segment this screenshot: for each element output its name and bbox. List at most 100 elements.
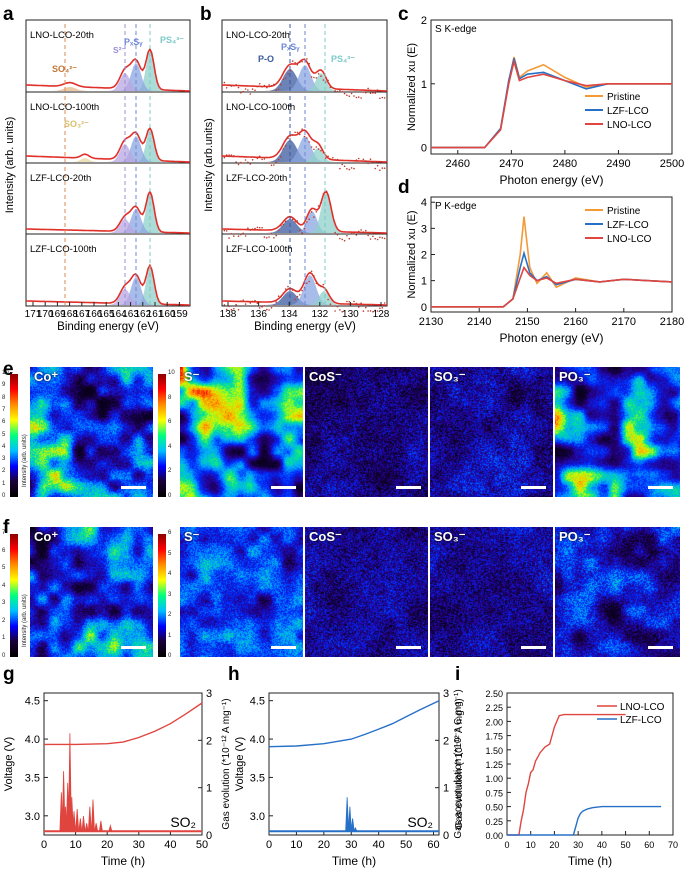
x-tick-label: 20 (318, 839, 330, 851)
xps-raw-point (256, 302, 259, 305)
xps-raw-point (299, 229, 301, 232)
y-tick-label: 4.5 (25, 696, 40, 708)
xps-raw-point (289, 134, 292, 137)
legend-label: LNO-LCO (607, 234, 652, 245)
xps-raw-point (367, 234, 369, 237)
xps-raw-point (336, 233, 339, 236)
xps-raw-point (355, 159, 358, 161)
xps-raw-point (355, 96, 358, 99)
e-map-s-label: S⁻ (184, 369, 200, 384)
xps-raw-point (299, 133, 301, 136)
legend-label: LNO-LCO (620, 702, 665, 713)
xps-raw-point (228, 154, 230, 156)
x-tick-label: 165 (98, 309, 115, 320)
xps-raw-point (270, 232, 273, 235)
xps-raw-point (376, 164, 379, 167)
xps-raw-point (299, 61, 301, 63)
xps-raw-point (275, 89, 278, 92)
xps-raw-point (332, 214, 334, 217)
xps-raw-point (313, 275, 315, 277)
panel-c-s-kedge: 2460 2470 2480 2490 2500 0 1 2 Photon energy (eV… (406, 15, 684, 187)
xps-raw-point (301, 232, 303, 234)
xps-raw-point (235, 84, 237, 86)
x-tick-label: 30 (345, 839, 357, 851)
x-tick-label: 171 (25, 309, 42, 320)
xps-raw-point (320, 149, 322, 152)
b-xlabel: Binding energy (eV) (254, 321, 356, 333)
panel-letter-g: g (3, 664, 15, 685)
xps-raw-point (244, 88, 247, 90)
x-tick-label: 2180 (660, 316, 684, 328)
xps-raw-point (251, 88, 254, 90)
x-axis-label: Time (h) (568, 854, 612, 868)
a-ylabel: Intensity (arb. units) (4, 117, 16, 214)
xps-raw-point (327, 155, 329, 158)
gas-peak (353, 826, 358, 832)
xps-raw-point (310, 211, 313, 213)
colorbar-tick-label: 1 (168, 632, 172, 639)
y-tick-label: 3.5 (250, 772, 265, 784)
f-colorbar-1-title: Intensity (arb. units) (22, 594, 28, 647)
x-tick-label: 2140 (467, 316, 491, 328)
xps-raw-point (284, 220, 287, 223)
e-map-po3-label: PO₃⁻ (559, 369, 591, 384)
y-tick-label: 3.0 (250, 811, 265, 823)
x-tick-label: 162 (134, 309, 151, 320)
xps-raw-point (343, 310, 346, 312)
xps-raw-point (315, 282, 318, 285)
colorbar-tick-label: 0 (168, 653, 172, 659)
xps-raw-point (343, 92, 346, 95)
xps-raw-point (249, 93, 252, 95)
a-row3-label: LZF-LCO-20th (30, 173, 91, 184)
xps-raw-point (372, 311, 374, 313)
y-tick-label: 2 (421, 250, 427, 262)
xps-raw-point (266, 86, 268, 89)
xps-raw-point (277, 295, 280, 298)
xps-raw-point (247, 300, 249, 303)
gas-peak (72, 811, 76, 832)
plot-frame (43, 692, 203, 836)
gas-peak (98, 820, 103, 832)
xps-raw-point (284, 77, 287, 79)
xps-raw-point (273, 304, 275, 307)
xps-raw-point (247, 89, 249, 91)
a-row2-label: LNO-LCO-100th (30, 102, 99, 113)
xps-raw-point (225, 308, 228, 311)
gas-peak (75, 808, 80, 832)
xps-envelope-fit (26, 189, 190, 234)
b-row1-label: LNO-LCO-20th (226, 30, 290, 41)
xps-raw-point (372, 161, 374, 163)
xps-raw-point (315, 211, 318, 213)
colorbar-tick-label: 8 (168, 394, 172, 401)
xps-raw-point (313, 148, 315, 151)
xps-raw-point (357, 157, 360, 160)
xps-raw-point (237, 86, 240, 89)
xps-raw-point (242, 162, 244, 164)
tof-sims-map (430, 367, 553, 497)
xps-raw-point (310, 270, 313, 273)
x-tick-label: 160 (159, 309, 176, 320)
xps-raw-point (327, 298, 329, 301)
xps-raw-point (251, 228, 254, 230)
series-line-lno-lco (431, 58, 672, 149)
xps-raw-point (247, 227, 249, 229)
colorbar-tick-label: 0 (2, 493, 6, 499)
xps-raw-point (273, 237, 275, 239)
tof-sims-map (30, 527, 153, 657)
x-axis-label: Time (h) (101, 854, 145, 868)
x-tick-label: 163 (122, 309, 139, 320)
y-tick-label: 0 (421, 302, 427, 314)
colorbar-tick-label: 2 (168, 468, 172, 475)
xps-raw-point (282, 223, 285, 226)
colorbar-tick-label: 2 (168, 612, 172, 618)
e-scale-bar (271, 486, 296, 489)
panel-a-xps-s2p: LNO-LCO-20th LNO-LCO-100th LZF-LCO-20th … (4, 19, 191, 333)
xps-raw-point (350, 92, 353, 95)
xps-raw-point (256, 226, 259, 229)
xps-raw-point (249, 229, 252, 231)
x-tick-label: 136 (250, 309, 267, 320)
xps-raw-point (379, 236, 381, 239)
x-tick-label: 138 (220, 309, 237, 320)
tof-sims-map (305, 367, 428, 497)
gas-peak (347, 806, 352, 832)
